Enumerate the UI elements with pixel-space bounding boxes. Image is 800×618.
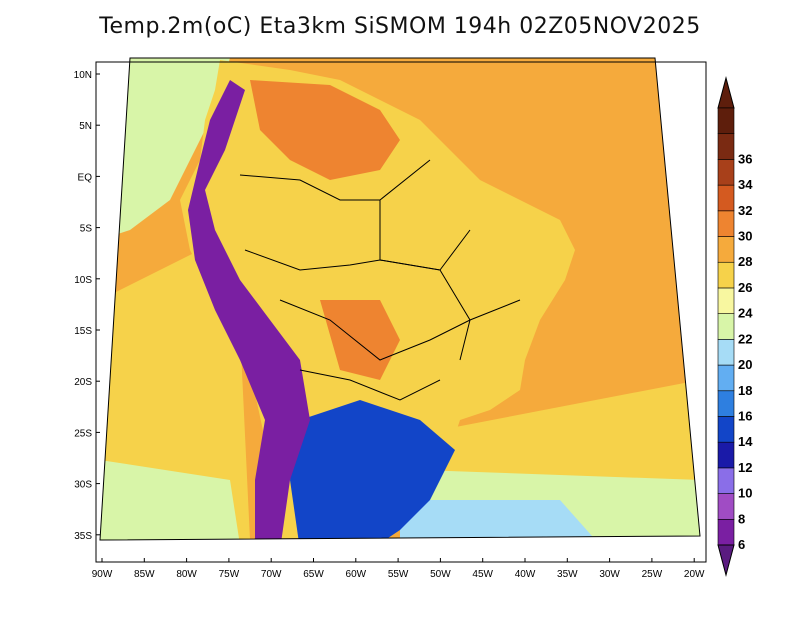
colorbar-swatch	[717, 518, 735, 546]
colorbar-bottom-arrow	[717, 544, 735, 577]
colorbar-top-arrow	[717, 76, 735, 109]
country-borders	[239, 159, 521, 401]
lon-tick-label: 85W	[134, 569, 155, 580]
lon-tick-label: 20W	[684, 569, 705, 580]
ocean-cold-se	[400, 500, 600, 540]
colorbar-label: 26	[738, 280, 752, 295]
colorbar-label: 14	[738, 434, 753, 449]
temperature-field	[100, 58, 700, 540]
colorbar-swatch	[717, 287, 735, 314]
colorbar-label: 28	[738, 254, 752, 269]
land-hot-region	[250, 80, 400, 380]
map-frame	[99, 57, 701, 541]
colorbar-swatch	[717, 441, 735, 469]
colorbar-label: 32	[738, 203, 752, 218]
colorbar-swatch	[717, 133, 735, 160]
colorbar-label: 12	[738, 460, 752, 475]
colorbar-swatch	[717, 159, 735, 186]
colorbar-swatch	[717, 390, 735, 417]
andes-cold-band	[188, 80, 310, 540]
lon-tick-label: 25W	[642, 569, 663, 580]
lat-tick-label: 5S	[80, 224, 93, 235]
colorbar-swatch	[717, 467, 735, 494]
ocean-cool-sw	[100, 460, 240, 540]
lon-tick-label: 90W	[92, 569, 113, 580]
colorbar-label: 34	[738, 177, 753, 192]
colorbar-label: 16	[738, 408, 752, 423]
colorbar-swatch	[717, 313, 735, 340]
colorbar-swatch	[717, 236, 735, 263]
lon-tick-label: 45W	[472, 569, 493, 580]
lon-tick-label: 40W	[515, 569, 536, 580]
lat-tick-label: 15S	[74, 326, 92, 337]
colorbar-swatch	[717, 493, 735, 520]
lon-tick-label: 35W	[557, 569, 578, 580]
lat-tick-label: 35S	[74, 531, 92, 542]
colorbar-label: 10	[738, 486, 752, 501]
colorbar-swatch	[717, 339, 735, 366]
colorbar-swatch	[717, 184, 735, 212]
plot-axes-frame	[95, 61, 707, 563]
latitude-axis: 10N 5N EQ 5S 10S 15S 20S 25S 30S 35S	[74, 70, 100, 542]
lon-tick-label: 80W	[176, 569, 197, 580]
map-title: Temp.2m(oC) Eta3km SiSMOM 194h 02Z05NOV2…	[99, 14, 701, 39]
colorbar-label: 8	[738, 511, 745, 526]
temperature-colorbar: 6 8 10 12 14 16 18 20 22 24 26 28 30 32 34 36	[717, 76, 753, 577]
longitude-axis: 90W 85W 80W 75W 70W 65W 60W 55W 50W 45W 40W 35W 30W 2…	[92, 558, 705, 580]
lon-tick-label: 70W	[261, 569, 282, 580]
lon-tick-label: 55W	[388, 569, 409, 580]
lon-tick-label: 65W	[303, 569, 324, 580]
colorbar-label: 30	[738, 229, 752, 244]
ocean-cool-nw	[100, 58, 230, 240]
colorbar-swatch	[717, 210, 735, 237]
colorbar-label: 6	[738, 537, 745, 552]
colorbar-label: 24	[738, 306, 753, 321]
lon-tick-label: 30W	[599, 569, 620, 580]
colorbar-label: 22	[738, 331, 752, 346]
lat-tick-label: EQ	[78, 172, 93, 183]
lat-tick-label: 20S	[74, 377, 92, 388]
lat-tick-label: 10N	[74, 70, 92, 81]
colorbar-label: 36	[738, 151, 752, 166]
lat-tick-label: 25S	[74, 428, 92, 439]
lat-tick-label: 10S	[74, 275, 92, 286]
colorbar-swatch	[717, 107, 735, 135]
lat-tick-label: 30S	[74, 480, 92, 491]
southern-cold-region	[290, 400, 455, 540]
lon-tick-label: 50W	[430, 569, 451, 580]
lat-tick-label: 5N	[79, 121, 92, 132]
colorbar-label: 20	[738, 357, 752, 372]
lon-tick-label: 75W	[219, 569, 240, 580]
colorbar-swatch	[717, 364, 735, 392]
colorbar-label: 18	[738, 383, 752, 398]
colorbar-swatch	[717, 261, 735, 289]
colorbar-swatch	[717, 416, 735, 443]
lon-tick-label: 60W	[346, 569, 367, 580]
